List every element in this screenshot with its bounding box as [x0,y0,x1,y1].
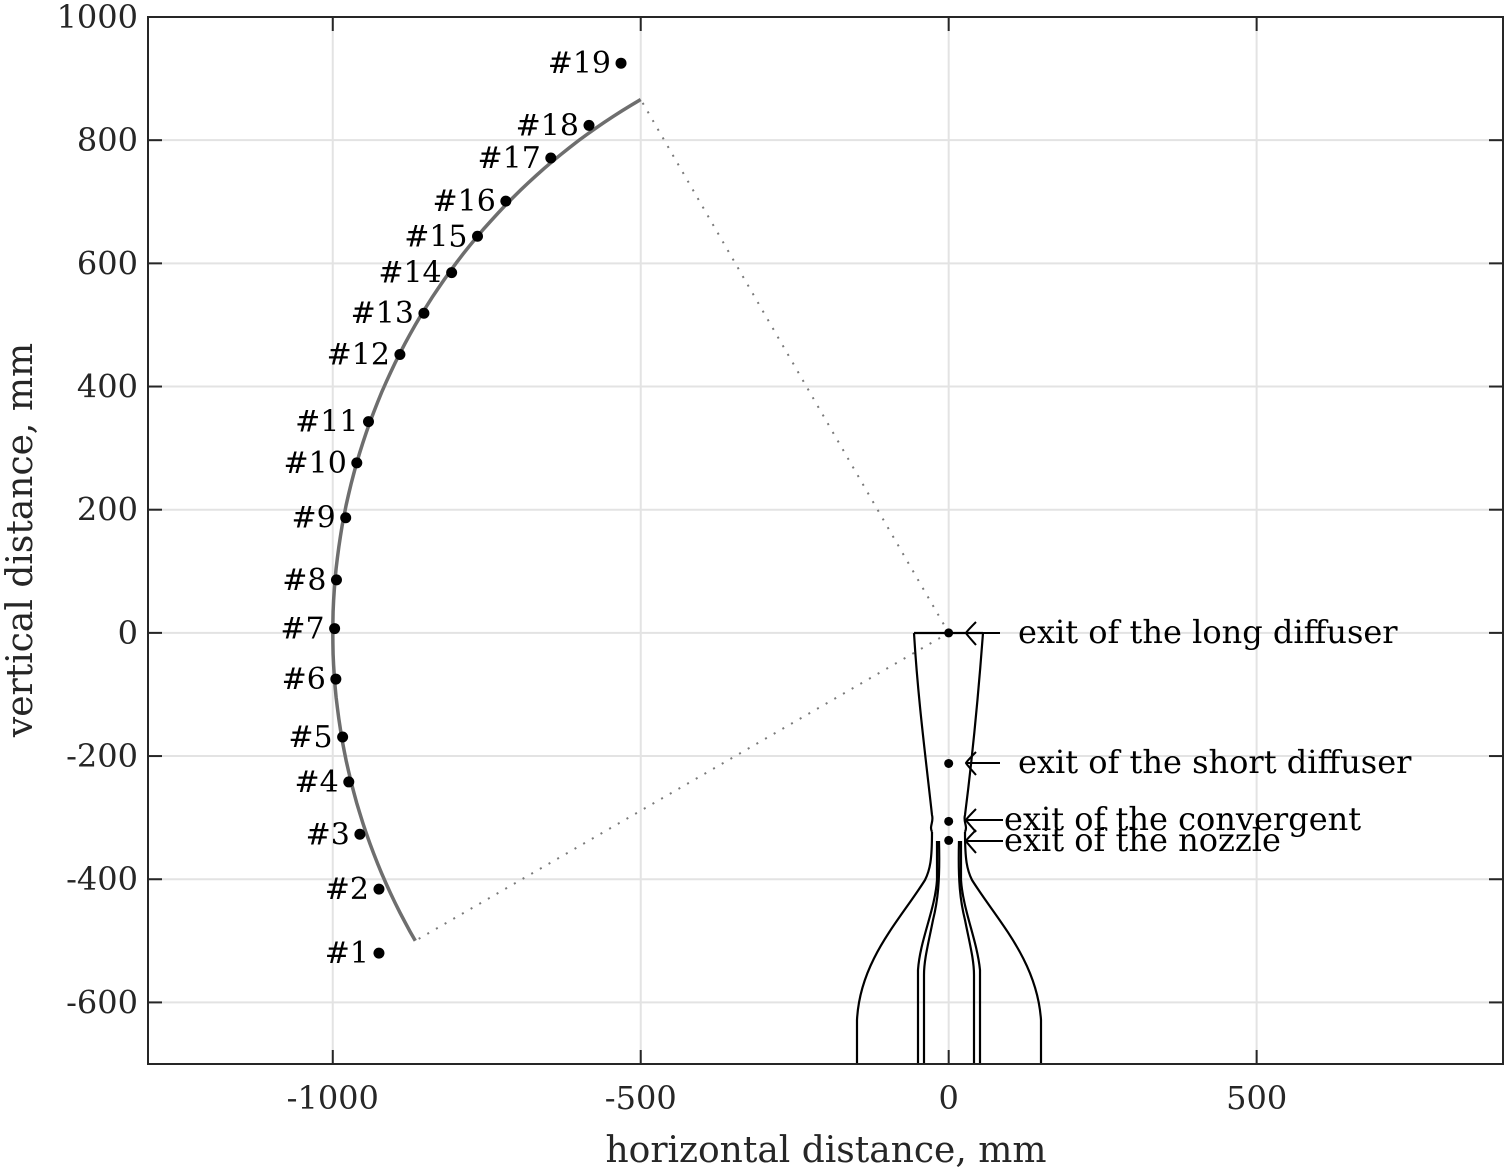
measurement-point [394,349,406,361]
y-tick-label: 400 [77,368,138,406]
point-label: #1 [325,936,369,971]
measurement-point [545,152,557,164]
y-tick-label: -400 [66,860,138,898]
point-label: #10 [283,446,346,481]
inner-tube-right-outer [959,841,982,1064]
x-axis-label: horizontal distance, mm [605,1130,1046,1171]
point-label: #2 [325,872,369,907]
label-exit-nozzle: exit of the nozzle [1004,821,1281,859]
point-label: #8 [282,563,326,598]
point-label: #12 [327,338,390,373]
y-tick-label: 0 [118,614,138,652]
point-label: #5 [288,720,332,755]
point-label: #6 [282,662,326,697]
measurement-point [373,947,385,959]
x-tick-label: 500 [1226,1079,1287,1117]
measurement-points: #1 #2 #3 #4 #5 #6 #7 #8 #9 #10 #11 #12 #13 #14#15#16 #… [280,46,627,971]
point-label: #7 [280,612,324,647]
inner-tube-left-inner [922,840,941,1064]
measurement-point [362,416,374,428]
nozzle-marker [944,758,954,768]
label-exit-convergent: exit of the convergent [1004,800,1361,838]
measurement-point [418,307,430,319]
measurement-arc [331,97,642,942]
dotted-line [414,632,950,942]
measurement-point [340,512,352,524]
nozzle-marker [944,835,954,845]
measurement-point [354,828,366,840]
axes-frame [147,16,1504,1065]
arrow-long-diffuser-icon [964,621,1000,646]
y-axis-label: vertical distance, mm [0,343,41,738]
y-tick-label: -600 [66,983,138,1021]
arrow-convergent-icon [964,808,1003,833]
measurement-point [343,776,355,788]
point-label: #4 [295,765,339,800]
measurement-point [373,883,385,895]
nozzle-marker [944,628,954,638]
dotted-line [639,99,950,634]
arrow-nozzle-icon [964,829,1003,854]
point-label: #17 [477,141,540,176]
y-tick-label: 600 [77,244,138,282]
point-label: #11 [295,405,358,440]
point-label: #3 [306,817,350,852]
y-tick-label: -200 [66,737,138,775]
nozzle-outer-wall-right [963,831,1043,1064]
point-label: #13 [351,296,414,331]
point-label: #15 [404,219,467,254]
measurement-point [583,119,595,131]
point-label: #18 [516,108,579,143]
axis-ticks: -1000 -500 0 500 -600 -400 -200 0 200 400 600 800 10… [57,0,1503,1117]
arrow-short-diffuser-icon [964,751,1000,776]
measurement-point [500,195,512,207]
inner-tube-right-inner [957,840,976,1064]
y-tick-label: 1000 [57,0,138,36]
x-tick-label: 0 [939,1079,959,1117]
measurement-point [472,230,484,242]
x-tick-label: -500 [605,1079,677,1117]
inner-tube-left-outer [916,841,939,1064]
dotted-radial-lines [414,99,950,942]
x-tick-label: -1000 [287,1079,379,1117]
nozzle-outer-wall-left [855,831,934,1064]
nozzle-exit-markers [944,628,954,845]
measurement-point [615,57,627,69]
point-label: #16 [433,184,496,219]
measurement-point [446,267,458,279]
measurement-point [337,731,349,743]
nozzle-marker [944,816,954,826]
exit-annotations [964,621,1003,854]
label-exit-short-diffuser: exit of the short diffuser [1018,743,1412,781]
point-label: #19 [548,46,611,81]
measurement-point [330,574,342,586]
measurement-point [330,673,342,685]
y-tick-label: 200 [77,491,138,529]
point-label: #9 [291,501,335,536]
point-label: #14 [378,256,441,291]
measurement-point [351,457,363,469]
measurement-point [329,623,341,635]
label-exit-long-diffuser: exit of the long diffuser [1018,613,1398,651]
y-tick-label: 800 [77,121,138,159]
